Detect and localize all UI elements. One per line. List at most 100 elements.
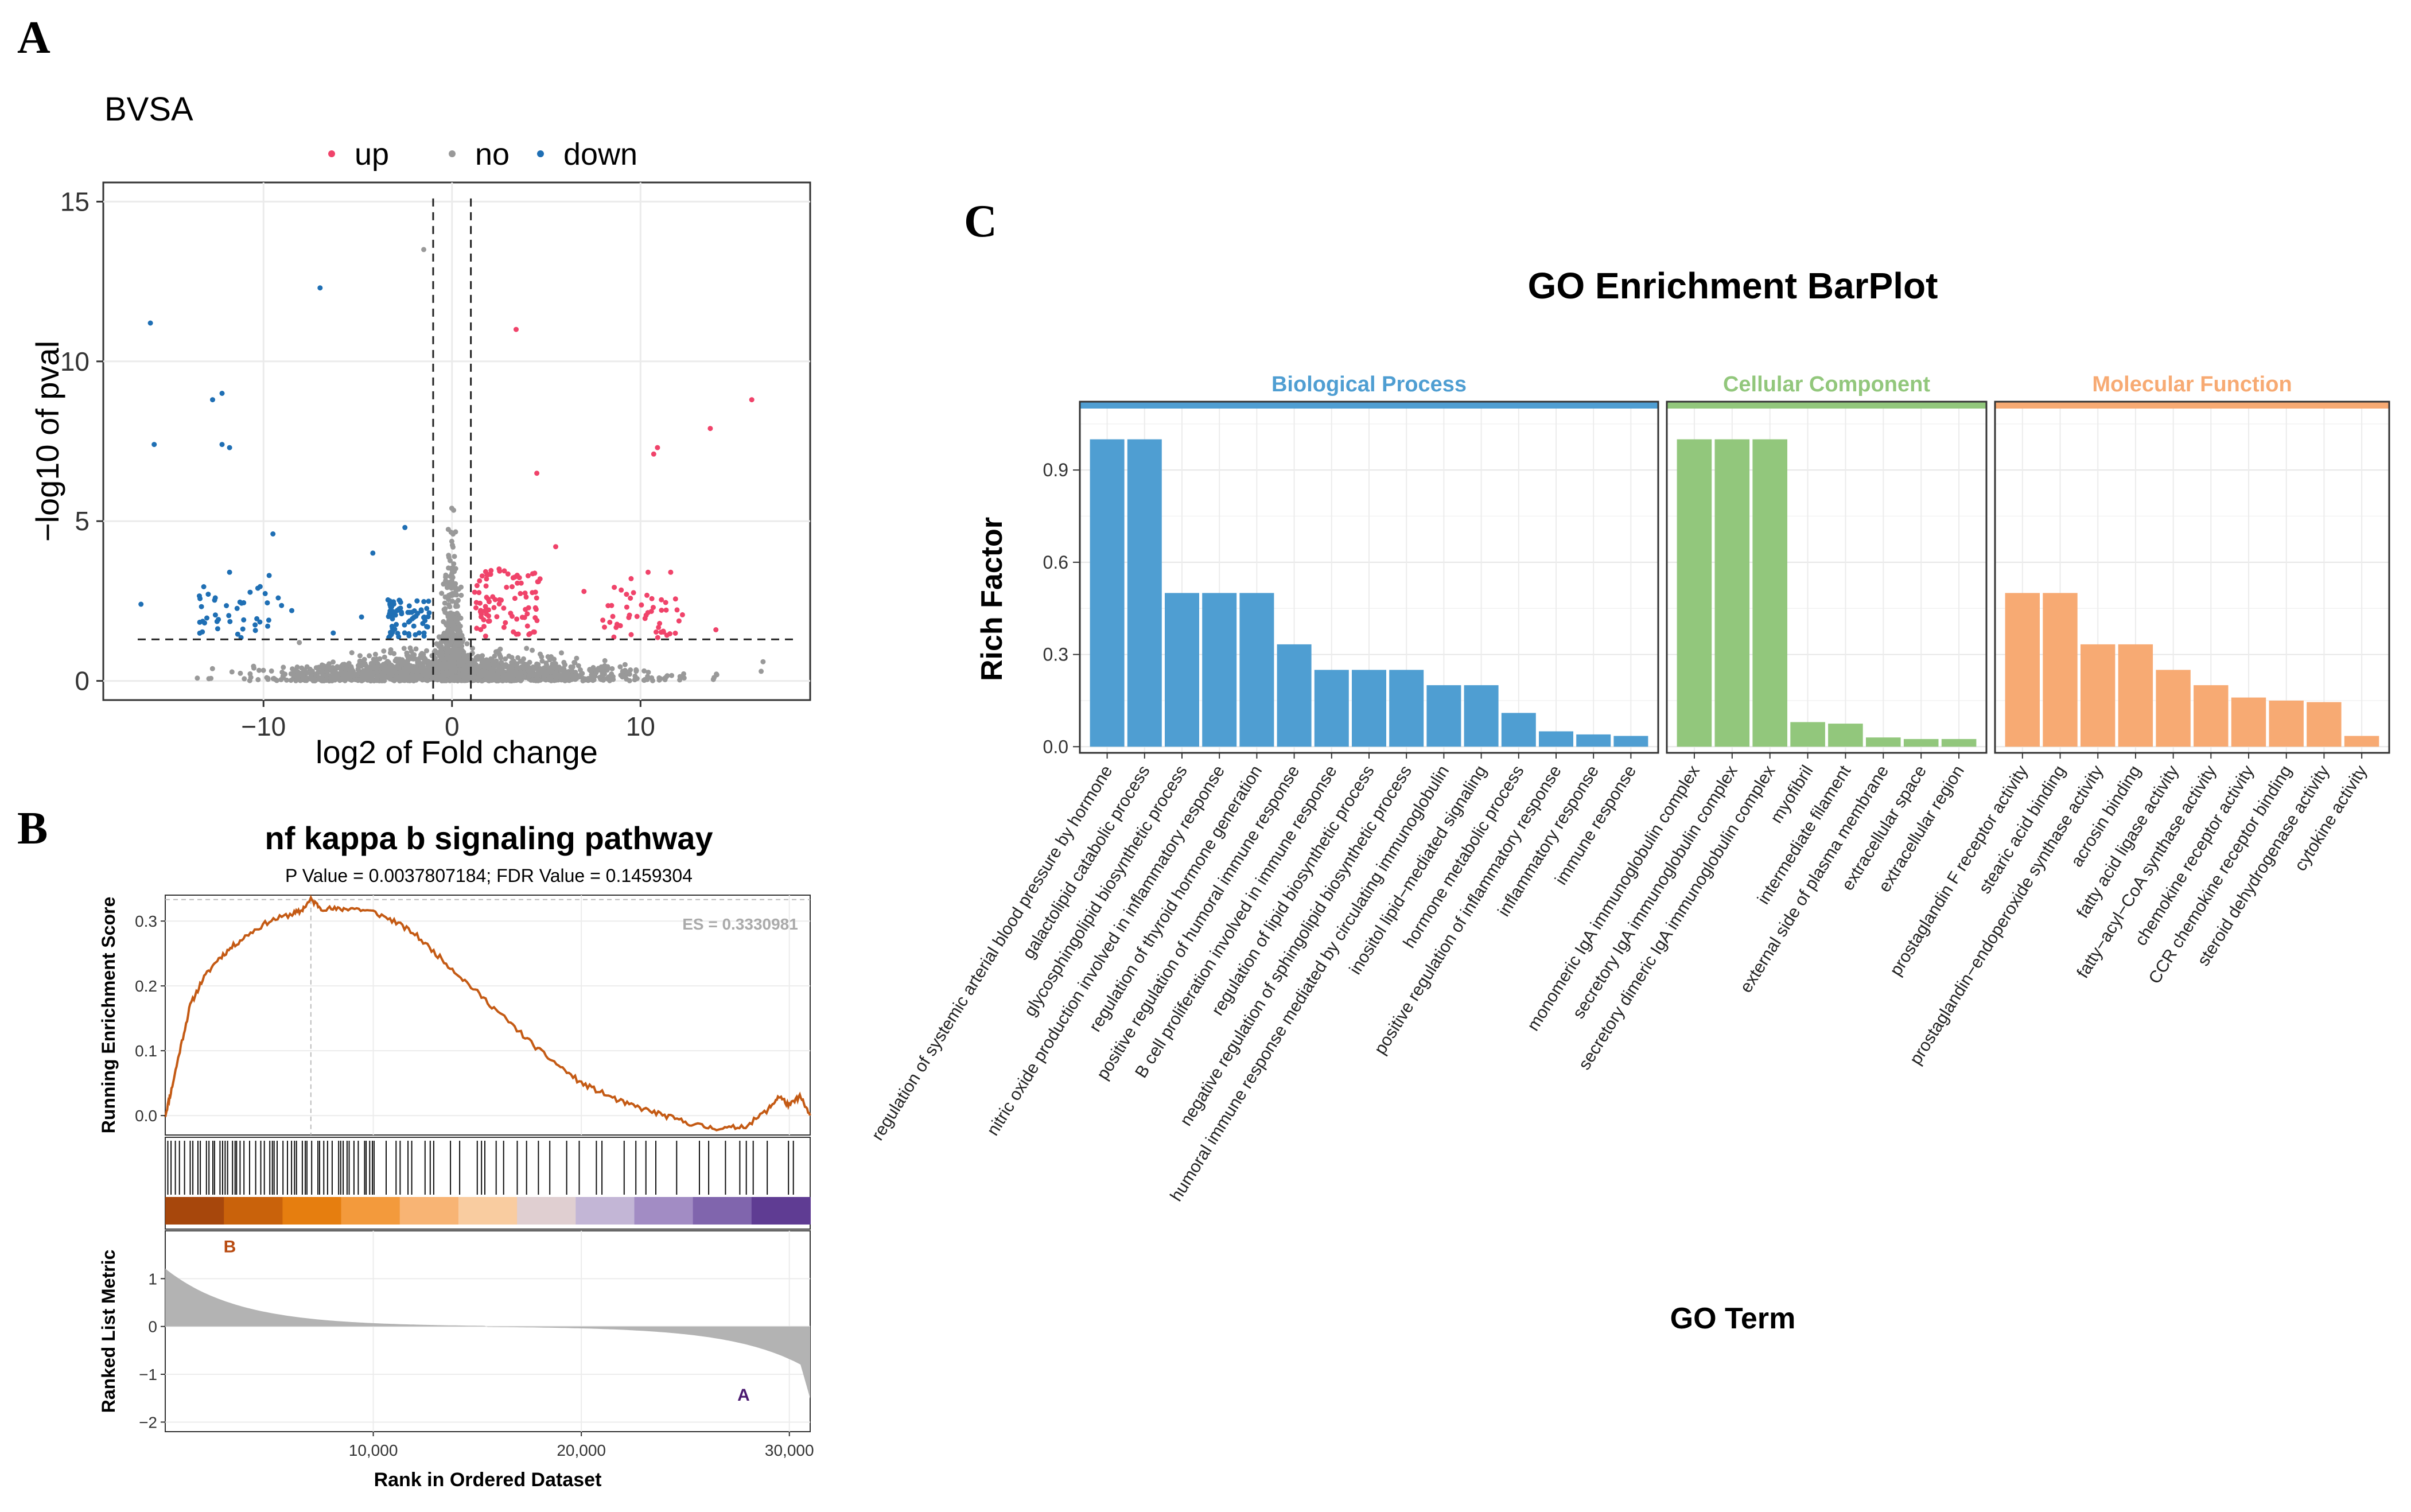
- volcano-point-down: [406, 619, 411, 625]
- volcano-point-no: [509, 655, 515, 660]
- volcano-point-up: [504, 585, 510, 590]
- volcano-point-no: [447, 604, 453, 609]
- volcano-point-up: [639, 602, 644, 608]
- volcano-point-no: [242, 676, 247, 682]
- volcano-point-down: [411, 623, 417, 629]
- go-bar: [2118, 644, 2153, 747]
- volcano-point-no: [312, 677, 317, 683]
- volcano-point-no: [439, 590, 445, 596]
- volcano-point-no: [602, 658, 608, 663]
- volcano-point-down: [395, 631, 400, 636]
- legend-label-down: down: [563, 137, 637, 172]
- volcano-point-down: [420, 621, 426, 627]
- volcano-point-no: [450, 531, 456, 537]
- volcano-point-up: [679, 612, 685, 617]
- volcano-point-up: [474, 625, 480, 631]
- volcano-point-no: [279, 670, 285, 675]
- volcano-point-no: [450, 542, 455, 548]
- go-bar: [1389, 670, 1424, 747]
- volcano-point-up: [600, 617, 606, 623]
- volcano-point-no: [328, 667, 334, 673]
- volcano-point-down: [425, 624, 430, 630]
- volcano-point-no: [335, 674, 341, 680]
- go-bar: [1613, 736, 1648, 747]
- volcano-point-no: [442, 638, 448, 643]
- volcano-point-up: [628, 576, 634, 581]
- volcano-point-down: [219, 391, 225, 396]
- volcano-point-no: [641, 678, 647, 683]
- go-bar: [1752, 439, 1787, 747]
- volcano-point-no: [405, 658, 411, 664]
- volcano-point-no: [559, 668, 565, 673]
- volcano-point-down: [215, 626, 220, 632]
- volcano-point-up: [479, 573, 485, 579]
- volcano-point-no: [431, 675, 437, 681]
- volcano-point-down: [402, 524, 408, 530]
- volcano-point-up: [674, 607, 680, 613]
- volcano-point-no: [534, 666, 539, 671]
- volcano-point-up: [659, 608, 664, 613]
- go-bar: [1576, 734, 1611, 747]
- volcano-point-no: [493, 649, 499, 655]
- volcano-point-up: [473, 605, 479, 611]
- volcano-point-no: [410, 676, 415, 681]
- volcano-point-no: [444, 622, 449, 628]
- volcano-point-no: [209, 666, 215, 671]
- volcano-point-no: [622, 662, 628, 667]
- volcano-point-no: [497, 654, 503, 660]
- volcano-point-down: [289, 608, 294, 613]
- go-bar: [1539, 731, 1573, 747]
- gsea-x-tick-label: 30,000: [765, 1441, 814, 1459]
- go-bar: [1426, 685, 1461, 747]
- volcano-point-down: [266, 617, 271, 623]
- volcano-point-down: [421, 633, 427, 639]
- volcano-point-down: [402, 622, 407, 628]
- volcano-point-up: [524, 611, 530, 617]
- volcano-point-no: [281, 664, 286, 670]
- go-bar: [1165, 593, 1199, 747]
- volcano-point-down: [402, 630, 407, 636]
- volcano-point-no: [447, 647, 452, 653]
- volcano-y-tick-label: 0: [75, 666, 90, 696]
- go-bar: [1090, 439, 1125, 747]
- volcano-point-up: [707, 426, 713, 432]
- volcano-point-no: [381, 670, 387, 676]
- go-facet-border-biological-process: [1079, 401, 1659, 754]
- gsea-x-tick-label: 20,000: [557, 1441, 606, 1459]
- volcano-point-no: [587, 667, 593, 673]
- volcano-point-no: [449, 638, 454, 643]
- volcano-point-no: [396, 665, 402, 671]
- volcano-point-no: [759, 668, 764, 674]
- volcano-point-up: [676, 618, 682, 624]
- gsea-gradient-band: [751, 1197, 811, 1225]
- volcano-point-no: [360, 675, 365, 681]
- volcano-point-no: [357, 653, 363, 659]
- volcano-point-down: [275, 595, 281, 601]
- volcano-point-no: [628, 667, 633, 673]
- volcano-point-down: [241, 617, 247, 623]
- volcano-point-down: [200, 619, 205, 624]
- gsea-plot: nf kappa b signaling pathway P Value = 0…: [98, 820, 814, 1491]
- volcano-plot: BVSA up no down −10 0 10 0 5 10 15 log2 of Fold …: [29, 91, 811, 770]
- volcano-point-no: [500, 676, 505, 682]
- volcano-point-no: [491, 674, 497, 680]
- volcano-point-no: [443, 574, 449, 580]
- go-bar: [1127, 439, 1162, 747]
- volcano-point-no: [593, 670, 599, 676]
- go-facet-border-molecular-function: [1994, 401, 2390, 754]
- volcano-point-no: [532, 672, 538, 678]
- volcano-point-no: [535, 662, 541, 667]
- volcano-point-no: [379, 678, 385, 683]
- volcano-point-no: [518, 672, 524, 678]
- volcano-point-no: [760, 659, 766, 664]
- volcano-point-no: [367, 653, 372, 659]
- volcano-point-up: [532, 615, 538, 620]
- volcano-point-down: [216, 617, 221, 623]
- volcano-point-no: [454, 611, 460, 616]
- volcano-y-tick-label: 5: [75, 506, 90, 536]
- volcano-point-no: [527, 659, 532, 665]
- volcano-point-up: [518, 580, 524, 586]
- volcano-point-no: [238, 670, 243, 676]
- volcano-point-down: [151, 442, 157, 448]
